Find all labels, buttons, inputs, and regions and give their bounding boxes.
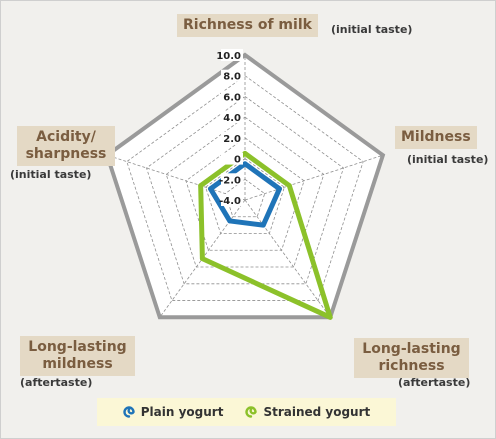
axis-label-acidity-sharpness: Acidity/ sharpness [17,126,115,166]
tick-label: -2.0 [219,175,241,186]
radar-grid-ring [146,95,344,285]
radar-plot-area [107,55,383,318]
radar-grid-ring [165,116,325,268]
tick-label-bg [221,194,243,206]
axis-note-richness-of-milk: (initial taste) [331,23,413,36]
series-point [198,183,204,188]
tick-label: 0 [234,155,241,166]
tick-label: 4.0 [223,113,241,124]
axis-note-long-lasting-richness: (aftertaste) [398,376,471,389]
radar-grid [104,52,386,320]
radar-grid-ring [224,178,266,218]
radar-spoke [244,199,331,318]
legend-label-strained-yogurt: Strained yogurt [263,405,371,419]
series-point [286,183,292,188]
tick-label-bg [221,131,243,144]
radar-spoke [106,154,246,201]
series-point [277,186,282,192]
chart-legend: Plain yogurt Strained yogurt [97,398,396,426]
series-point [327,314,333,320]
tick-label: 10.0 [216,51,241,62]
axis-label-long-lasting-mildness: Long-lasting mildness [20,336,135,376]
axis-note-long-lasting-mildness: (aftertaste) [20,376,93,389]
tick-label-bg [221,49,243,61]
radar-series [198,150,333,320]
tick-label-bg [221,173,243,186]
series-point [242,161,248,167]
axis-note-mildness: (initial taste) [407,153,489,166]
radar-outer-ring [104,52,386,320]
tick-label: 6.0 [223,92,241,103]
radar-grid-ring [126,75,364,301]
series-point [208,186,213,192]
tick-label: -4.0 [219,196,241,207]
tick-label-bg [221,90,243,103]
tick-label-bg [221,69,243,82]
series-point [260,222,266,228]
radar-spoke [244,154,384,201]
legend-item-strained-yogurt: Strained yogurt [245,405,370,419]
series-point [227,218,233,224]
radar-grid-ring [185,137,305,251]
series-point [199,256,205,262]
tick-label: 2.0 [223,134,241,145]
legend-item-plain-yogurt: Plain yogurt [123,405,224,419]
radar-grid-ring [205,158,285,234]
axis-label-mildness: Mildness [395,126,477,149]
series-line-plain-yogurt [208,161,282,228]
series-point [242,150,248,156]
tick-label-bg [221,152,243,165]
axis-label-long-lasting-richness: Long-lasting richness [354,338,469,378]
tick-label-bg [221,111,243,124]
tick-label: 8.0 [223,72,241,83]
axis-label-richness-of-milk: Richness of milk [177,14,318,37]
legend-swirl-icon [245,406,258,418]
radial-tick-labels: 10.0 8.0 6.0 4.0 2.0 0 -2.0 -4.0 [216,49,243,207]
axis-note-acidity-sharpness: (initial taste) [10,168,92,181]
series-line-strained-yogurt [198,150,333,320]
legend-label-plain-yogurt: Plain yogurt [140,405,224,419]
legend-swirl-icon [123,406,135,418]
